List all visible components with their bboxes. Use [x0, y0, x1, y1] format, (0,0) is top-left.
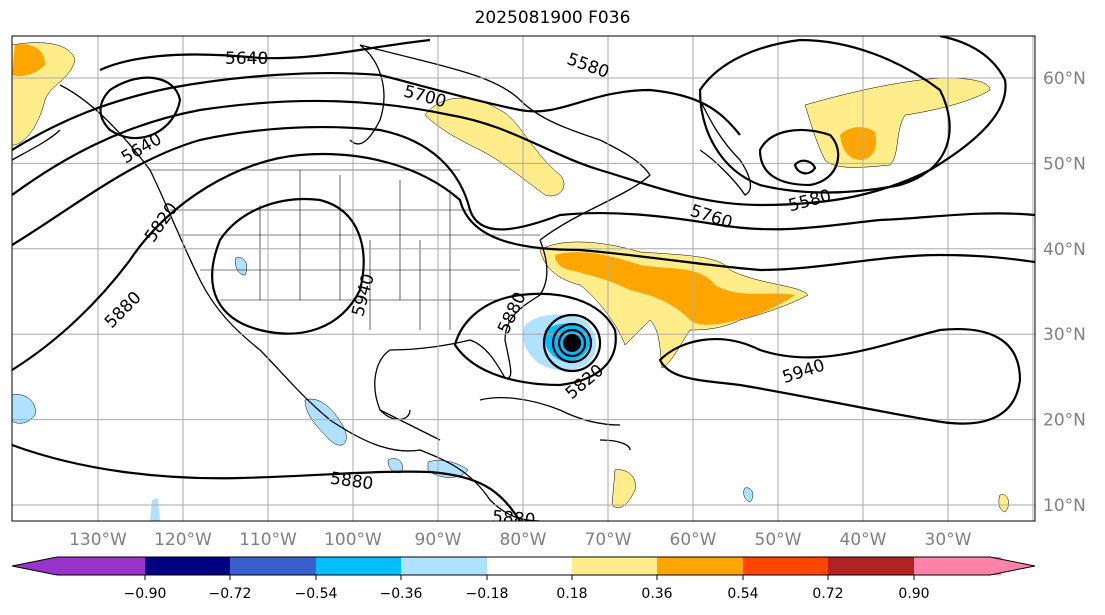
latitude-label: 50°N — [1043, 154, 1086, 174]
colorbar-bin — [572, 557, 657, 575]
longitude-label: 110°W — [239, 530, 297, 550]
colorbar-tick-label: −0.72 — [209, 586, 252, 602]
longitude-label: 100°W — [324, 530, 382, 550]
colorbar-tick-label: −0.18 — [466, 586, 509, 602]
longitude-label: 50°W — [755, 530, 802, 550]
colorbar-extend-min — [12, 557, 145, 575]
colorbar-bin — [401, 557, 487, 575]
longitude-label: 90°W — [415, 530, 462, 550]
longitude-label: 40°W — [840, 530, 887, 550]
colorbar: −0.90 −0.72 −0.54 −0.36 −0.18 0.18 0.36 0.54 0.7… — [11, 556, 1036, 602]
latitude-label: 10°N — [1043, 496, 1086, 516]
colorbar-bin — [230, 557, 316, 575]
colorbar-bin — [145, 557, 230, 575]
geopotential-height-contours — [12, 36, 1035, 521]
colorbar-extend-max — [990, 557, 1035, 575]
latitude-labels: 60°N 50°N 40°N 30°N 20°N 10°N — [1043, 69, 1086, 516]
longitude-labels: 130°W 120°W 110°W 100°W 90°W 80°W 70°W 60°W 50°W… — [69, 530, 972, 550]
map-frame — [11, 35, 1036, 522]
longitude-label: 130°W — [69, 530, 127, 550]
colorbar-tick-label: 0.18 — [556, 586, 587, 602]
colorbar-bin — [914, 557, 1001, 575]
colorbar-bin — [828, 557, 914, 575]
latitude-label: 40°N — [1043, 240, 1086, 260]
colorbar-tick-label: 0.54 — [727, 586, 758, 602]
contour-label: 5640 — [225, 49, 268, 69]
colorbar-bin — [657, 557, 743, 575]
contour-label: 5880 — [491, 507, 536, 531]
graticule — [12, 36, 1035, 521]
colorbar-tick-label: −0.36 — [380, 586, 423, 602]
colorbar-bin — [487, 557, 572, 575]
colorbar-tick-label: −0.54 — [295, 586, 338, 602]
longitude-label: 80°W — [500, 530, 547, 550]
latitude-label: 20°N — [1043, 411, 1086, 431]
colorbar-bin — [743, 557, 828, 575]
colorbar-bin — [316, 557, 401, 575]
latitude-label: 30°N — [1043, 325, 1086, 345]
longitude-label: 60°W — [670, 530, 717, 550]
longitude-label: 30°W — [925, 530, 972, 550]
latitude-label: 60°N — [1043, 69, 1086, 89]
colorbar-tick-label: 0.90 — [898, 586, 929, 602]
colorbar-tick-label: 0.36 — [641, 586, 672, 602]
colorbar-tick-label: −0.90 — [124, 586, 167, 602]
figure-title: 2025081900 F036 — [474, 8, 631, 28]
longitude-label: 70°W — [585, 530, 632, 550]
colorbar-outline — [11, 556, 1036, 576]
colorbar-tick-label: 0.72 — [812, 586, 843, 602]
longitude-label: 120°W — [154, 530, 212, 550]
